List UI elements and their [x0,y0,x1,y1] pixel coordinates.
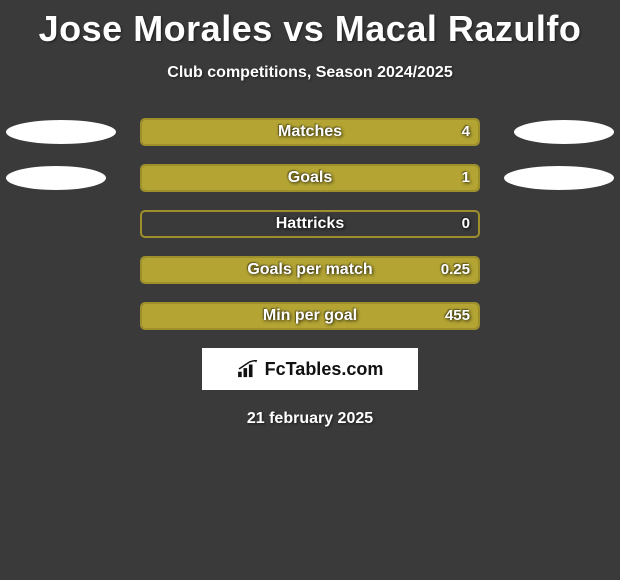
stat-value: 0.25 [441,256,470,284]
player-left-ellipse [6,120,116,144]
player-right-ellipse [504,166,614,190]
stat-row: Matches4 [0,118,620,146]
stat-value: 0 [462,210,470,238]
stat-row: Goals per match0.25 [0,256,620,284]
stat-label: Goals per match [140,256,480,284]
stat-label: Min per goal [140,302,480,330]
stat-value: 4 [462,118,470,146]
brand-label: FcTables.com [265,359,384,380]
stat-value: 1 [462,164,470,192]
stat-row: Min per goal455 [0,302,620,330]
page-title: Jose Morales vs Macal Razulfo [0,0,620,50]
stat-row: Hattricks0 [0,210,620,238]
stat-label: Hattricks [140,210,480,238]
stat-label: Matches [140,118,480,146]
stat-label: Goals [140,164,480,192]
date-label: 21 february 2025 [0,410,620,428]
stat-row: Goals1 [0,164,620,192]
brand-box[interactable]: FcTables.com [202,348,418,390]
stats-list: Matches4Goals1Hattricks0Goals per match0… [0,118,620,330]
player-right-ellipse [514,120,614,144]
stats-infographic: Jose Morales vs Macal Razulfo Club compe… [0,0,620,428]
subtitle: Club competitions, Season 2024/2025 [0,64,620,82]
stat-value: 455 [445,302,470,330]
chart-icon [237,360,259,378]
player-left-ellipse [6,166,106,190]
